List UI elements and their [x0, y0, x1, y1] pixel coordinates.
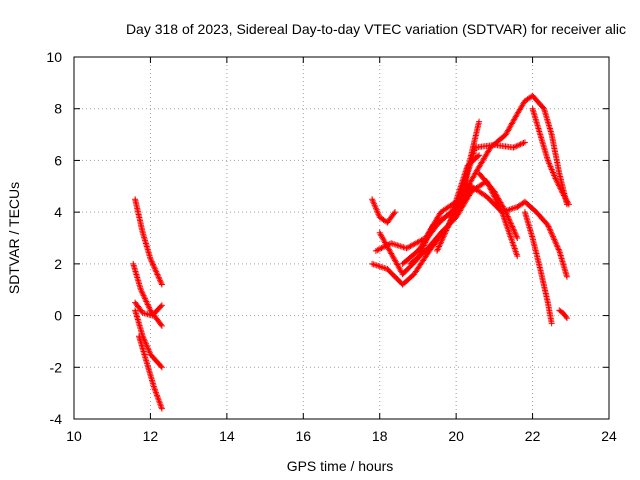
- y-tick-label: -2: [50, 359, 63, 375]
- y-tick-label: -4: [50, 411, 63, 427]
- y-tick-label: 2: [54, 256, 62, 272]
- chart-title: Day 318 of 2023, Sidereal Day-to-day VTE…: [126, 21, 626, 37]
- plus-markers: [476, 170, 521, 241]
- data-points: [130, 92, 572, 412]
- y-axis-label: SDTVAR / TECUs: [6, 182, 22, 294]
- x-tick-label: 22: [525, 428, 541, 444]
- plus-markers: [136, 333, 165, 412]
- plot-frame: [73, 56, 610, 420]
- y-tick-label: 0: [54, 308, 62, 324]
- plus-markers: [399, 92, 570, 267]
- x-tick-label: 12: [143, 428, 159, 444]
- series-track-d: [132, 307, 165, 371]
- x-tick-label: 10: [66, 428, 82, 444]
- y-tick-label: 6: [54, 152, 62, 168]
- x-tick-label: 18: [372, 428, 388, 444]
- x-tick-label: 14: [219, 428, 235, 444]
- plus-markers: [514, 198, 570, 280]
- series-track-a: [132, 196, 165, 288]
- x-tick-label: 16: [295, 428, 311, 444]
- series-track-o: [521, 209, 555, 327]
- y-tick-label: 8: [54, 101, 62, 117]
- y-tick-label: 4: [54, 204, 62, 220]
- y-tick-label: 10: [46, 49, 62, 65]
- series-track-k: [399, 92, 570, 267]
- plus-markers: [529, 105, 572, 208]
- series-track-p: [556, 307, 570, 322]
- plus-markers: [556, 307, 570, 322]
- series-track-m: [514, 198, 570, 280]
- x-tick-label: 20: [448, 428, 464, 444]
- plus-markers: [369, 196, 398, 226]
- plus-markers: [132, 299, 165, 319]
- series-track-c: [132, 299, 165, 319]
- plus-markers: [521, 209, 555, 327]
- series-track-n: [476, 170, 521, 241]
- plus-markers: [132, 196, 165, 288]
- plus-markers: [132, 307, 165, 371]
- x-tick-label: 24: [601, 428, 617, 444]
- x-axis-label: GPS time / hours: [287, 458, 394, 474]
- series-track-e: [136, 333, 165, 412]
- series-track-f: [369, 196, 398, 226]
- series-track-q: [529, 105, 572, 208]
